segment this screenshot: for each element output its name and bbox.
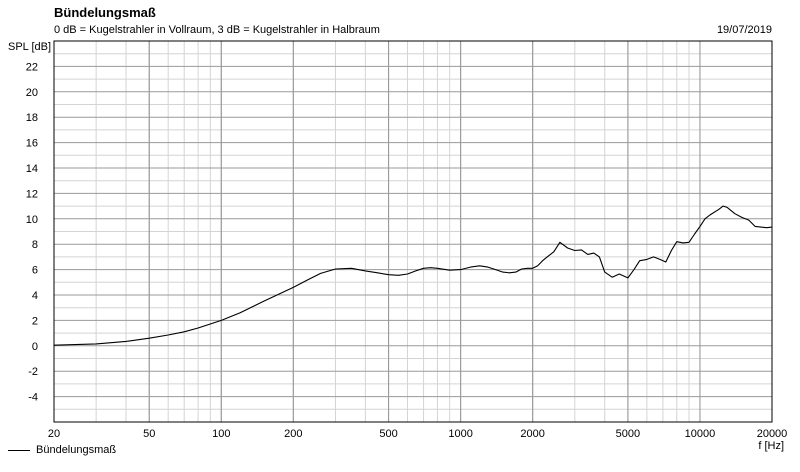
y-tick-label: 4 — [32, 290, 38, 302]
plot-frame — [53, 40, 773, 423]
legend: Bündelungsmaß — [8, 444, 116, 456]
chart-subtitle: 0 dB = Kugelstrahler in Vollraum, 3 dB =… — [54, 24, 380, 36]
y-tick-label: 10 — [26, 214, 38, 226]
y-tick-label: 6 — [32, 265, 38, 277]
y-tick-label: 2 — [32, 315, 38, 327]
x-tick-label: 200 — [284, 428, 302, 440]
y-tick-label: 8 — [32, 239, 38, 251]
legend-line-swatch — [8, 449, 30, 451]
x-tick-label: 500 — [379, 428, 397, 440]
x-axis-label: f [Hz] — [758, 440, 784, 452]
series-line-buendelungsmass — [53, 205, 773, 346]
y-tick-label: -2 — [28, 366, 38, 378]
x-tick-label: 50 — [143, 428, 155, 440]
y-tick-label: 16 — [26, 138, 38, 150]
y-tick-label: -4 — [28, 392, 38, 404]
x-tick-label: 10000 — [685, 428, 716, 440]
y-tick-label: 18 — [26, 112, 38, 124]
x-tick-label: 20000 — [757, 428, 788, 440]
x-tick-labels: 20 50 100 200 500 1000 2000 5000 10000 20000 — [48, 428, 787, 440]
y-axis-label: SPL [dB] — [8, 41, 51, 53]
y-tick-label: 20 — [26, 87, 38, 99]
y-tick-label: 0 — [32, 341, 38, 353]
x-tick-label: 100 — [212, 428, 230, 440]
series-group — [53, 205, 773, 346]
x-tick-label: 1000 — [448, 428, 472, 440]
chart-title: Bündelungsmaß — [54, 5, 156, 20]
chart-date: 19/07/2019 — [716, 24, 772, 36]
x-tick-label: 20 — [48, 428, 60, 440]
y-tick-label: 14 — [26, 163, 38, 175]
x-tick-label: 5000 — [616, 428, 640, 440]
x-tick-label: 2000 — [520, 428, 544, 440]
legend-label: Bündelungsmaß — [36, 444, 117, 456]
y-tick-label: 12 — [26, 188, 38, 200]
minor-grid — [54, 41, 772, 422]
y-tick-label: 22 — [26, 61, 38, 73]
